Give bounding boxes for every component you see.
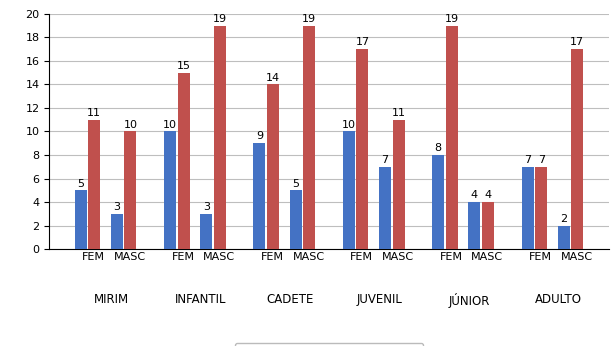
Bar bbox=[432, 155, 444, 249]
Text: 9: 9 bbox=[256, 131, 263, 142]
Legend: N Mulheres, N Homens: N Mulheres, N Homens bbox=[235, 343, 423, 346]
Text: 4: 4 bbox=[485, 190, 491, 200]
Bar bbox=[469, 202, 480, 249]
Text: 7: 7 bbox=[538, 155, 545, 165]
Text: 17: 17 bbox=[355, 37, 370, 47]
Bar bbox=[446, 26, 458, 249]
Text: 3: 3 bbox=[113, 202, 121, 212]
Bar bbox=[164, 131, 176, 249]
Bar bbox=[522, 167, 534, 249]
Text: 7: 7 bbox=[524, 155, 531, 165]
Bar bbox=[74, 190, 87, 249]
Text: 19: 19 bbox=[445, 14, 459, 24]
Text: 4: 4 bbox=[471, 190, 478, 200]
Text: 17: 17 bbox=[570, 37, 584, 47]
Bar bbox=[178, 73, 189, 249]
Bar bbox=[558, 226, 570, 249]
Bar bbox=[253, 143, 266, 249]
Text: 5: 5 bbox=[77, 179, 84, 189]
Text: 10: 10 bbox=[163, 120, 177, 130]
Bar bbox=[379, 167, 391, 249]
Bar bbox=[200, 214, 212, 249]
Bar bbox=[356, 49, 368, 249]
Bar bbox=[535, 167, 547, 249]
Bar bbox=[124, 131, 137, 249]
Bar bbox=[214, 26, 226, 249]
Text: 7: 7 bbox=[381, 155, 389, 165]
Bar bbox=[392, 120, 405, 249]
Bar bbox=[303, 26, 315, 249]
Text: 2: 2 bbox=[560, 214, 568, 224]
Text: 3: 3 bbox=[203, 202, 210, 212]
Bar bbox=[343, 131, 355, 249]
Bar bbox=[88, 120, 100, 249]
Bar bbox=[111, 214, 123, 249]
Text: 5: 5 bbox=[292, 179, 299, 189]
Text: 11: 11 bbox=[87, 108, 101, 118]
Text: 10: 10 bbox=[342, 120, 356, 130]
Bar bbox=[290, 190, 302, 249]
Text: 15: 15 bbox=[177, 61, 191, 71]
Text: 19: 19 bbox=[213, 14, 227, 24]
Bar bbox=[267, 84, 279, 249]
Text: 19: 19 bbox=[302, 14, 316, 24]
Text: 8: 8 bbox=[435, 143, 442, 153]
Text: 14: 14 bbox=[266, 73, 280, 83]
Text: 10: 10 bbox=[124, 120, 138, 130]
Bar bbox=[482, 202, 494, 249]
Text: 11: 11 bbox=[392, 108, 406, 118]
Bar bbox=[571, 49, 584, 249]
